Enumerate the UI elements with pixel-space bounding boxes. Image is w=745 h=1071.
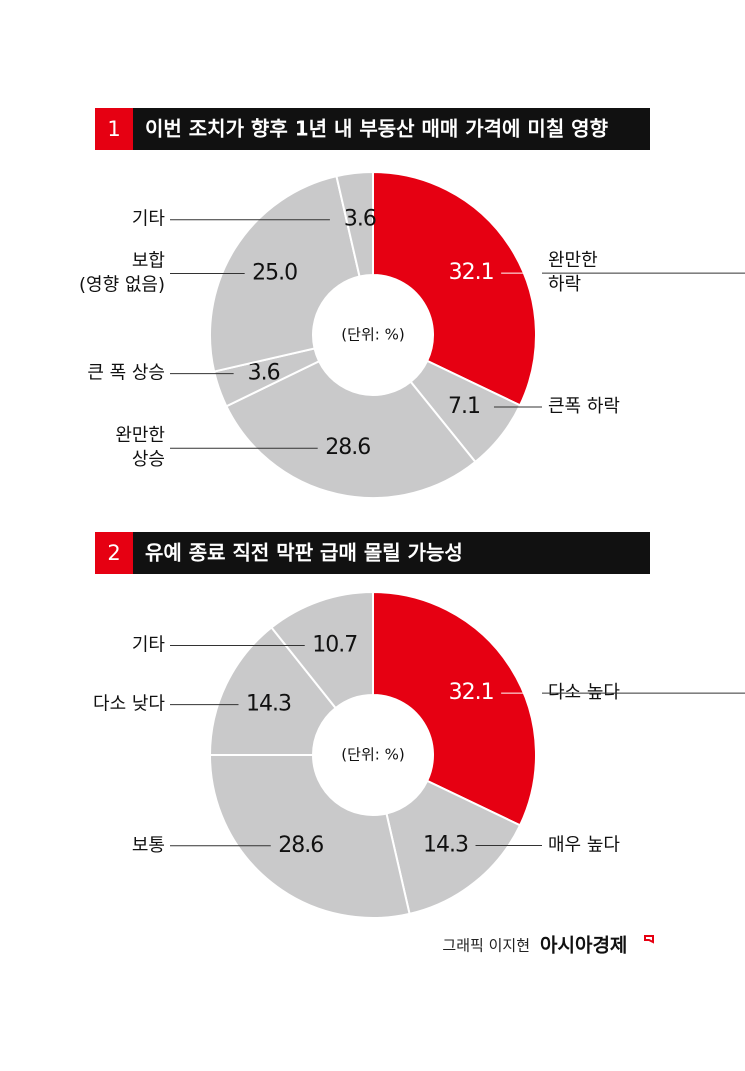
value-label: 28.6	[278, 833, 323, 858]
category-label: 상승	[132, 449, 165, 470]
value-label: 3.6	[344, 207, 376, 232]
center-label: (단위: %)	[341, 326, 404, 344]
header-number-box	[95, 108, 133, 150]
category-label: 보통	[132, 835, 165, 856]
header-bar	[95, 108, 650, 150]
category-label: 다소 낮다	[93, 694, 165, 715]
category-label: 큰폭 하락	[548, 396, 620, 417]
value-label: 14.3	[423, 833, 468, 858]
brand-icon	[644, 935, 654, 944]
slice	[372, 590, 537, 827]
slice	[225, 359, 477, 499]
header-number-box	[95, 532, 133, 574]
category-label: 보합	[132, 250, 165, 271]
value-label: 14.3	[246, 692, 291, 717]
category-label: 완만한	[115, 425, 165, 446]
category-label: 매우 높다	[548, 835, 620, 856]
slice	[270, 590, 374, 710]
credit: 그래픽 이지현	[442, 937, 530, 955]
value-label: 25.0	[252, 260, 297, 285]
header-bar	[95, 532, 650, 574]
category-label: 큰 폭 상승	[87, 363, 165, 384]
slice	[209, 174, 361, 373]
center-label: (단위: %)	[341, 746, 404, 764]
value-label: 32.1	[449, 680, 494, 705]
chart-title: 유예 종료 직전 막판 급매 몰릴 가능성	[145, 541, 463, 565]
value-label: 3.6	[248, 361, 280, 386]
category-label: 완만한	[548, 250, 598, 271]
header-number: 2	[107, 541, 120, 565]
value-label: 7.1	[448, 394, 480, 419]
slice	[372, 170, 537, 407]
chart-title: 이번 조치가 향후 1년 내 부동산 매매 가격에 미칠 영향	[145, 117, 609, 141]
slice	[335, 170, 374, 278]
value-label: 10.7	[312, 632, 357, 657]
category-label: (영향 없음)	[79, 274, 165, 295]
brand: 아시아경제	[540, 935, 627, 957]
value-label: 32.1	[449, 260, 494, 285]
slice	[385, 779, 522, 916]
value-label: 28.6	[325, 435, 370, 460]
header-number: 1	[107, 117, 120, 141]
slice	[208, 626, 338, 756]
category-label: 기타	[132, 634, 166, 655]
slice	[208, 754, 411, 919]
category-label: 기타	[132, 209, 166, 230]
category-label: 하락	[548, 274, 581, 295]
